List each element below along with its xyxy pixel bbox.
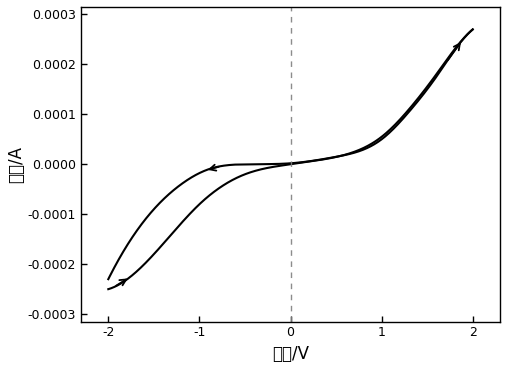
X-axis label: 电压/V: 电压/V — [272, 345, 309, 363]
Y-axis label: 电流/A: 电流/A — [7, 146, 25, 183]
